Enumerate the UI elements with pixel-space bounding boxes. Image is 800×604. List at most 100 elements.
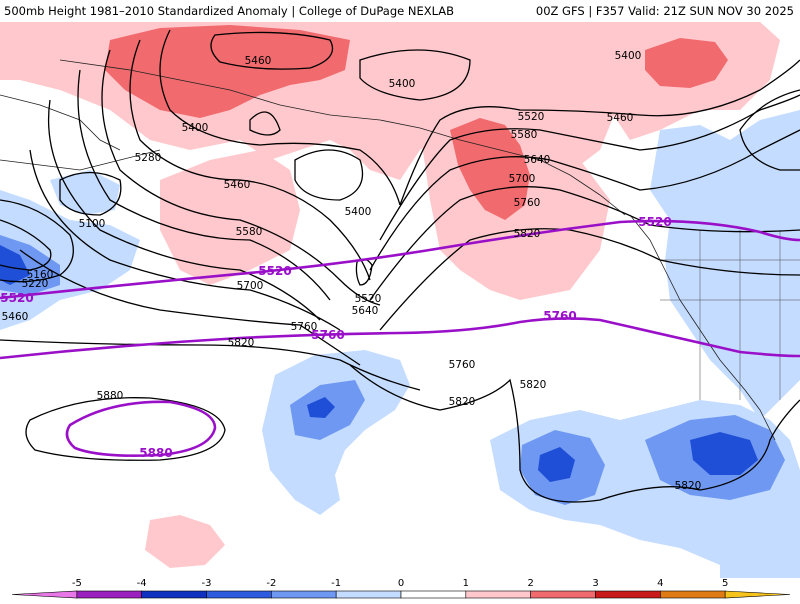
label-5460-top: 5460 bbox=[245, 55, 272, 67]
height-contours bbox=[0, 29, 800, 503]
contour-5880-closed bbox=[25, 397, 226, 461]
label-5460-ne: 5460 bbox=[607, 112, 634, 124]
colorbar-tick-label: -1 bbox=[331, 578, 342, 589]
colorbar-tick-label: 2 bbox=[527, 578, 534, 589]
colorbar-tick-label: 4 bbox=[657, 578, 664, 589]
contour-east-lows bbox=[739, 89, 800, 171]
contour-5640-arc bbox=[47, 99, 321, 321]
label-5400-d: 5400 bbox=[615, 50, 642, 62]
colorbar-segment bbox=[465, 590, 531, 599]
anomaly-map: 5460 5400 5400 5400 5400 5460 5520 5580 … bbox=[0, 22, 800, 578]
label-5460-w: 5460 bbox=[2, 311, 29, 323]
purple-5760 bbox=[0, 317, 800, 360]
map-title: 500mb Height 1981–2010 Standardized Anom… bbox=[4, 4, 455, 18]
label-5220: 5220 bbox=[22, 278, 49, 290]
contour-5760-arc bbox=[19, 249, 361, 366]
highlight-label-5520-e: 5520 bbox=[638, 215, 671, 229]
colorbar-segment bbox=[206, 590, 272, 599]
label-5580-n: 5580 bbox=[511, 129, 538, 141]
coastline-aleutians bbox=[0, 149, 161, 171]
contour-west-lows bbox=[0, 199, 74, 283]
highlight-labels: 5520 5520 5520 5760 5760 5880 bbox=[0, 215, 671, 460]
anomaly-neg-se-core-b bbox=[690, 432, 758, 475]
label-5820-se: 5820 bbox=[449, 396, 476, 408]
label-5700-n: 5700 bbox=[509, 173, 536, 185]
anomaly-pos-core-ridge bbox=[450, 118, 530, 220]
highlight-label-5760-mid: 5760 bbox=[311, 328, 344, 342]
contour-5100-closed bbox=[59, 171, 122, 216]
anomaly-neg-bottom bbox=[720, 515, 800, 578]
anomaly-neg-pacific bbox=[262, 350, 410, 515]
anomaly-pos-south bbox=[145, 515, 225, 568]
colorbar-strip bbox=[11, 590, 791, 599]
colorbar-tick-label: -4 bbox=[136, 578, 147, 589]
contour-labels: 5460 5400 5400 5400 5400 5460 5520 5580 … bbox=[2, 50, 702, 492]
purple-5520 bbox=[0, 219, 800, 300]
label-5280: 5280 bbox=[135, 152, 162, 164]
map-canvas: 5460 5400 5400 5400 5400 5460 5520 5580 … bbox=[0, 22, 800, 578]
highlight-label-5880: 5880 bbox=[139, 446, 172, 460]
colorbar-tick-label: -2 bbox=[266, 578, 277, 589]
title-bar: 500mb Height 1981–2010 Standardized Anom… bbox=[0, 0, 800, 22]
label-5400-b: 5400 bbox=[389, 78, 416, 90]
label-5160: 5160 bbox=[27, 269, 54, 281]
label-5520-low: 5520 bbox=[355, 293, 382, 305]
label-5820-e: 5820 bbox=[675, 480, 702, 492]
anomaly-pos-core-ne bbox=[645, 38, 728, 88]
label-5820-n: 5820 bbox=[514, 228, 541, 240]
contour-5580-arc bbox=[77, 69, 331, 301]
anomaly-neg-nw-core bbox=[0, 245, 30, 285]
coastlines bbox=[0, 59, 800, 441]
colorbar-segment bbox=[335, 590, 402, 599]
label-5880: 5880 bbox=[97, 390, 124, 402]
label-5640-n: 5640 bbox=[524, 154, 551, 166]
colorbar-segment bbox=[660, 590, 726, 599]
colorbar-segment bbox=[11, 590, 78, 599]
label-5400-c: 5400 bbox=[345, 206, 372, 218]
purple-5880 bbox=[65, 400, 217, 457]
colorbar: -5 -4 -3 -2 -1 0 1 2 3 4 5 bbox=[0, 578, 800, 600]
colorbar-segment bbox=[530, 590, 596, 599]
highlight-label-5760-e: 5760 bbox=[543, 309, 576, 323]
colorbar-segment bbox=[76, 590, 142, 599]
colorbar-segment bbox=[400, 590, 467, 599]
colorbar-tick-label: 5 bbox=[721, 578, 729, 589]
label-5760-mid: 5760 bbox=[291, 321, 318, 333]
contour-5820-south bbox=[349, 364, 800, 503]
label-5100: 5100 bbox=[79, 218, 106, 230]
contour-west-lows-2 bbox=[0, 219, 52, 271]
contour-5520-arc bbox=[101, 49, 381, 306]
colorbar-segment bbox=[724, 590, 791, 599]
colorbar-tick-label: -3 bbox=[201, 578, 212, 589]
highlight-label-5520-w: 5520 bbox=[0, 291, 33, 305]
anomaly-neg-pacific-core bbox=[307, 397, 335, 418]
contour-5700-arc bbox=[29, 149, 341, 331]
highlight-label-5520-mid: 5520 bbox=[258, 264, 291, 278]
anomaly-pos-wave bbox=[160, 150, 300, 285]
label-5640-low: 5640 bbox=[352, 305, 379, 317]
label-5460-mid: 5460 bbox=[224, 179, 251, 191]
contour-5400-low-ak bbox=[359, 49, 471, 101]
label-5700-mid: 5700 bbox=[237, 280, 264, 292]
contour-ridge-2 bbox=[379, 94, 800, 241]
anomaly-neg-se-core-a bbox=[538, 447, 575, 482]
contour-ridge-1 bbox=[399, 59, 800, 206]
contour-5460-closed-top bbox=[210, 31, 334, 70]
colorbar-segment bbox=[595, 590, 661, 599]
label-5520-n: 5520 bbox=[518, 111, 545, 123]
colorbar-segment bbox=[271, 590, 337, 599]
negative-anomaly-shading bbox=[0, 110, 800, 578]
label-5760-n: 5760 bbox=[514, 197, 541, 209]
model-run-info: 00Z GFS | F357 Valid: 21Z SUN NOV 30 202… bbox=[535, 4, 794, 18]
contour-5400-arc bbox=[159, 29, 401, 206]
state-lines bbox=[660, 230, 800, 400]
label-5760-low: 5760 bbox=[449, 359, 476, 371]
anomaly-neg-east bbox=[650, 110, 800, 420]
contour-5820-arc bbox=[0, 339, 421, 391]
colorbar-tick-label: 0 bbox=[397, 578, 405, 589]
anomaly-neg-west-bubble bbox=[50, 170, 120, 215]
label-5400-a: 5400 bbox=[182, 122, 209, 134]
colorbar-tick-label: 1 bbox=[462, 578, 470, 589]
contour-5400-low-pac bbox=[294, 149, 364, 201]
label-5580-mid: 5580 bbox=[236, 226, 263, 238]
